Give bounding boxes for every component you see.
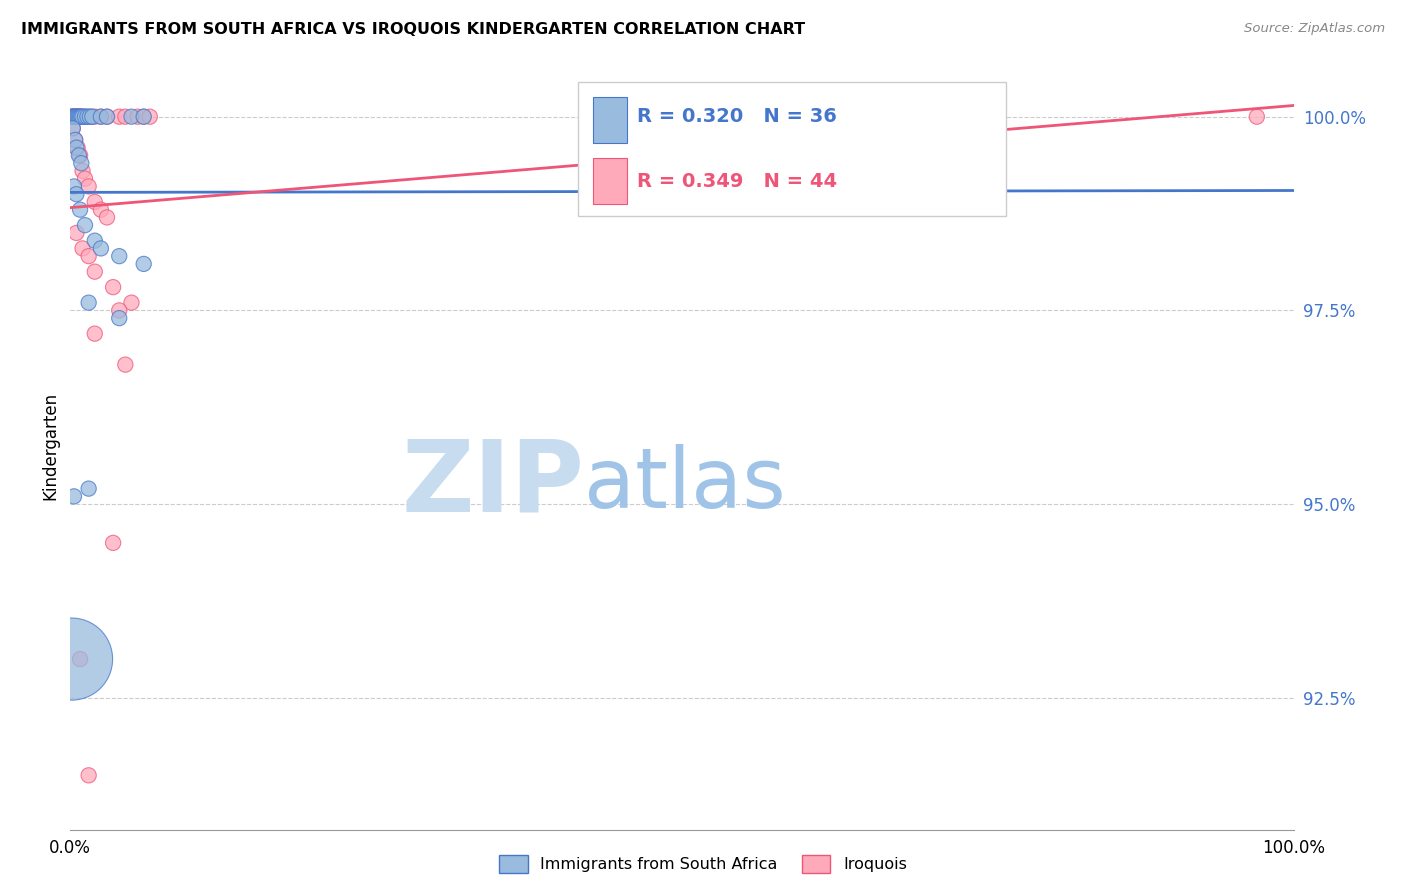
Point	[108, 303, 131, 318]
Point	[1246, 110, 1268, 124]
Point	[70, 110, 93, 124]
Point	[72, 110, 94, 124]
Point	[77, 768, 100, 782]
Point	[96, 110, 118, 124]
Point	[132, 110, 155, 124]
Text: Source: ZipAtlas.com: Source: ZipAtlas.com	[1244, 22, 1385, 36]
Point	[83, 265, 105, 279]
Point	[63, 110, 86, 124]
Point	[80, 110, 103, 124]
Point	[66, 110, 89, 124]
Point	[67, 110, 90, 124]
Point	[793, 110, 815, 124]
Point	[75, 110, 97, 124]
Point	[83, 234, 105, 248]
Point	[62, 121, 84, 136]
Point	[62, 110, 84, 124]
Point	[69, 652, 91, 666]
Point	[73, 218, 96, 232]
Point	[121, 110, 143, 124]
Point	[139, 110, 162, 124]
Point	[73, 110, 96, 124]
Point	[127, 110, 149, 124]
Point	[76, 110, 98, 124]
Point	[90, 110, 112, 124]
Point	[73, 110, 96, 124]
Point	[96, 110, 118, 124]
Point	[77, 482, 100, 496]
Point	[121, 295, 143, 310]
Point	[62, 110, 84, 124]
Point	[69, 202, 91, 217]
Text: ZIP: ZIP	[401, 436, 583, 533]
Point	[60, 110, 83, 124]
Point	[69, 110, 91, 124]
Point	[63, 179, 86, 194]
Point	[83, 326, 105, 341]
Point	[63, 133, 86, 147]
Point	[65, 187, 87, 202]
Point	[108, 311, 131, 326]
Text: IMMIGRANTS FROM SOUTH AFRICA VS IROQUOIS KINDERGARTEN CORRELATION CHART: IMMIGRANTS FROM SOUTH AFRICA VS IROQUOIS…	[21, 22, 806, 37]
Point	[96, 211, 118, 225]
Point	[79, 110, 101, 124]
Point	[77, 295, 100, 310]
Point	[114, 358, 136, 372]
Point	[73, 171, 96, 186]
Point	[63, 133, 86, 147]
Point	[69, 110, 91, 124]
Point	[65, 110, 87, 124]
Legend: Immigrants from South Africa, Iroquois: Immigrants from South Africa, Iroquois	[492, 848, 914, 880]
Point	[60, 652, 83, 666]
Point	[70, 156, 93, 170]
Text: atlas: atlas	[583, 444, 786, 524]
Point	[90, 241, 112, 255]
Point	[63, 489, 86, 503]
Point	[132, 110, 155, 124]
Point	[77, 249, 100, 263]
Point	[63, 110, 86, 124]
FancyBboxPatch shape	[592, 97, 627, 143]
Text: R = 0.349   N = 44: R = 0.349 N = 44	[637, 172, 837, 191]
FancyBboxPatch shape	[592, 158, 627, 204]
Point	[77, 179, 100, 194]
Point	[90, 202, 112, 217]
Point	[66, 141, 89, 155]
Point	[65, 141, 87, 155]
Y-axis label: Kindergarten: Kindergarten	[41, 392, 59, 500]
Point	[70, 110, 93, 124]
Point	[63, 110, 86, 124]
Point	[72, 164, 94, 178]
Point	[90, 110, 112, 124]
Point	[82, 110, 104, 124]
Text: R = 0.320   N = 36: R = 0.320 N = 36	[637, 107, 837, 126]
Point	[65, 110, 87, 124]
Point	[83, 194, 105, 209]
Point	[67, 148, 90, 162]
Point	[66, 110, 89, 124]
Point	[108, 249, 131, 263]
Point	[114, 110, 136, 124]
Point	[72, 241, 94, 255]
Point	[67, 110, 90, 124]
FancyBboxPatch shape	[578, 81, 1007, 216]
Point	[65, 226, 87, 240]
Point	[63, 110, 86, 124]
Point	[60, 110, 83, 124]
Point	[132, 257, 155, 271]
Point	[108, 110, 131, 124]
Point	[69, 148, 91, 162]
Point	[62, 121, 84, 136]
Point	[101, 536, 124, 550]
Point	[83, 110, 105, 124]
Point	[101, 280, 124, 294]
